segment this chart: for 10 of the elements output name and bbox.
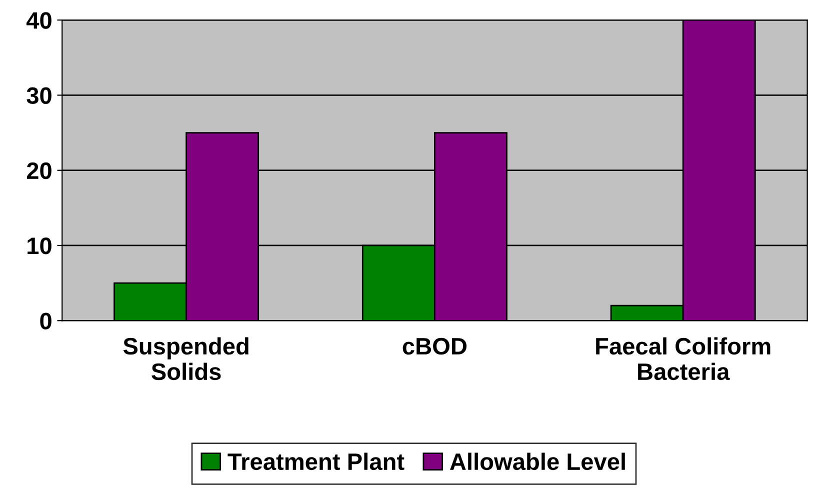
y-tick-label: 20 <box>26 162 52 180</box>
x-tick-label: Suspended Solids <box>123 337 248 380</box>
x-tick-label: Faecal Coliform Bacteria <box>596 337 770 380</box>
y-tick-label: 30 <box>26 87 52 104</box>
y-tick-label: 10 <box>28 238 52 254</box>
x-tick-label: cBOD <box>402 338 467 355</box>
y-tick-label: 40 <box>26 12 52 29</box>
y-tick-label: 0 <box>40 312 52 330</box>
legend-label: Treatment Plant <box>228 452 404 470</box>
legend-label: Allowable Level <box>450 452 625 470</box>
